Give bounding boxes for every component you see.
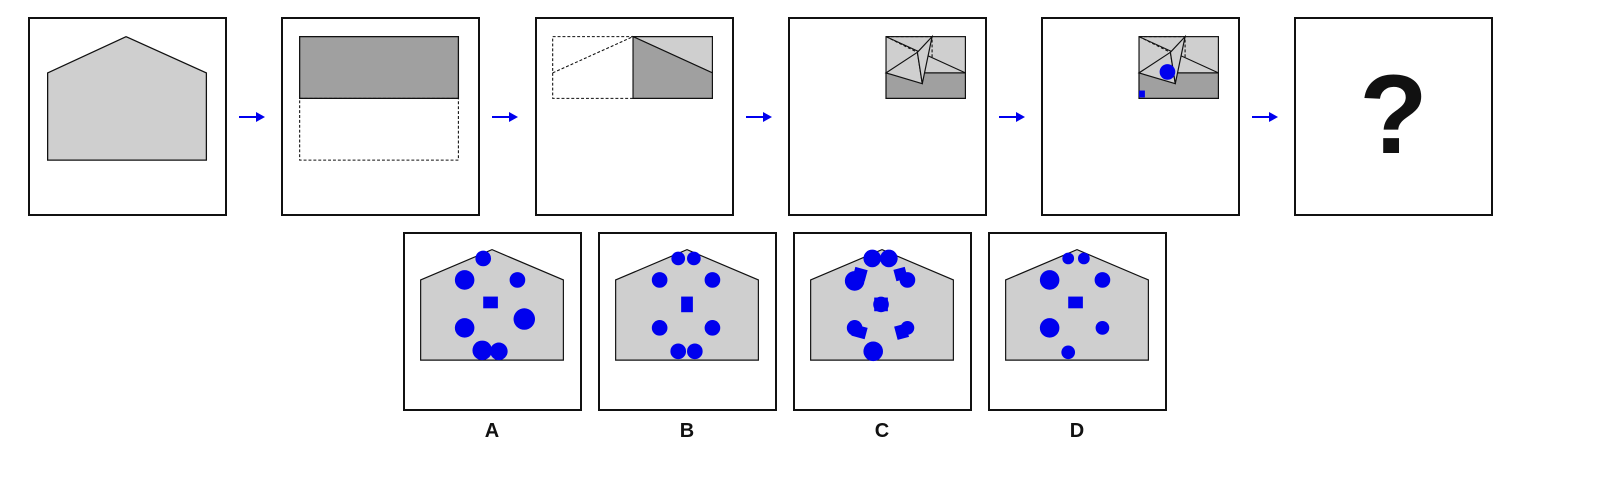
fold-ghost-outline — [552, 36, 634, 99]
option-b-figure — [615, 249, 759, 361]
fold-ghost-outline — [299, 97, 459, 161]
hole — [1062, 252, 1075, 265]
hole — [651, 272, 668, 288]
option-c-panel[interactable] — [793, 232, 972, 411]
hole — [704, 320, 721, 336]
hole — [687, 251, 701, 266]
answer-panel: ? — [1294, 17, 1493, 216]
punch-step — [1137, 34, 1219, 99]
option-a-panel[interactable] — [403, 232, 582, 411]
hole — [670, 343, 687, 360]
hole — [704, 272, 721, 288]
hole — [475, 250, 492, 267]
hole — [863, 249, 882, 268]
arrow-right-icon — [239, 112, 265, 122]
hole — [509, 272, 526, 288]
hole — [880, 249, 898, 268]
arrow-right-icon — [746, 112, 772, 122]
folded-flap — [916, 34, 934, 84]
step-panel-3 — [535, 17, 734, 216]
paper-front-layer — [632, 35, 713, 99]
hole-square — [852, 266, 868, 282]
hole-square — [894, 323, 910, 340]
arrow-right-icon — [1252, 112, 1278, 122]
hole-square — [483, 296, 498, 309]
option-c-figure — [810, 249, 954, 362]
arrow-right-icon — [999, 112, 1025, 122]
question-mark: ? — [1359, 52, 1428, 177]
hole-square — [893, 266, 908, 282]
hole-square — [681, 296, 693, 313]
punched-hole-circle — [1159, 64, 1176, 80]
hole — [1077, 252, 1090, 265]
hole — [1061, 345, 1076, 360]
option-a-figure — [420, 249, 564, 361]
hole-square — [874, 297, 888, 312]
option-d-figure — [1005, 249, 1149, 361]
option-c-label: C — [874, 420, 890, 442]
hole — [454, 270, 475, 290]
step-panel-5 — [1041, 17, 1240, 216]
hole — [490, 342, 508, 361]
fold-step-3 — [884, 34, 966, 99]
option-d-panel[interactable] — [988, 232, 1167, 411]
option-a-label: A — [484, 420, 500, 442]
hole — [1094, 272, 1111, 288]
option-d-label: D — [1069, 420, 1085, 442]
unfolded-paper-house — [47, 35, 208, 161]
step-panel-4 — [788, 17, 987, 216]
hole — [687, 343, 703, 360]
hole — [671, 251, 686, 266]
hole — [472, 340, 493, 361]
hole — [513, 308, 536, 330]
hole — [454, 318, 475, 338]
step-panel-1 — [28, 17, 227, 216]
hole — [1039, 270, 1060, 290]
hole-square — [851, 324, 868, 340]
punched-hole-square — [1139, 90, 1145, 98]
option-b-panel[interactable] — [598, 232, 777, 411]
fold-step-2 — [552, 35, 713, 99]
arrow-right-icon — [492, 112, 518, 122]
paper-shape — [47, 35, 208, 161]
hole — [651, 320, 668, 336]
option-b-label: B — [679, 420, 695, 442]
folded-paper-top — [299, 36, 460, 100]
fold-step-1 — [299, 36, 460, 161]
hole — [863, 341, 883, 362]
hole — [1095, 321, 1110, 335]
hole — [1039, 318, 1060, 338]
step-panel-2 — [281, 17, 480, 216]
hole-square — [1068, 296, 1083, 309]
